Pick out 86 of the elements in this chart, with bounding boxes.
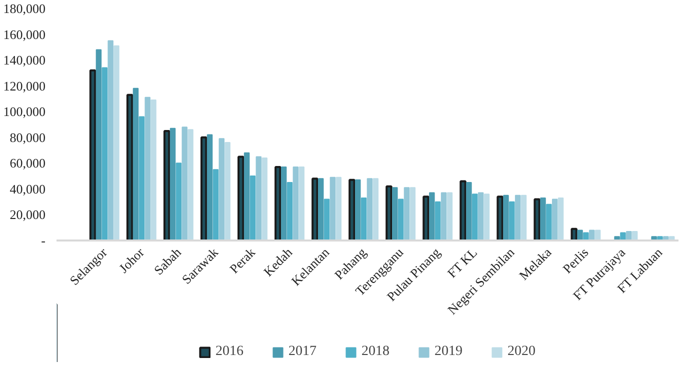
- bar: [256, 156, 262, 240]
- bar: [102, 67, 108, 240]
- bar: [626, 230, 632, 240]
- bar: [496, 196, 504, 240]
- bar: [200, 136, 208, 240]
- y-tick-label: -: [41, 233, 46, 248]
- bar: [620, 232, 626, 240]
- bar: [218, 138, 224, 240]
- bar: [577, 230, 583, 240]
- bar: [250, 176, 256, 240]
- bar: [312, 178, 318, 240]
- bar: [360, 197, 367, 240]
- bar: [478, 192, 484, 240]
- y-tick-label: 60,000: [10, 156, 46, 171]
- bar: [274, 166, 282, 240]
- bar: [150, 100, 156, 240]
- bar: [509, 201, 515, 240]
- bar: [484, 194, 490, 240]
- bar: [238, 156, 244, 240]
- bar: [422, 196, 430, 240]
- legend-label: 2017: [288, 344, 316, 360]
- bar: [182, 126, 188, 240]
- bar: [286, 182, 293, 240]
- bar: [460, 180, 466, 240]
- bar: [570, 228, 578, 240]
- bar: [398, 198, 404, 240]
- bar: [440, 192, 447, 240]
- bar: [206, 134, 213, 240]
- y-tick-label: 100,000: [3, 104, 46, 120]
- y-tick-label: 80,000: [10, 130, 46, 145]
- bar: [404, 187, 410, 240]
- bar: [138, 116, 145, 240]
- bar: [144, 96, 150, 240]
- bar: [212, 169, 219, 240]
- bar: [366, 178, 373, 240]
- bar: [583, 232, 589, 240]
- bar: [163, 130, 170, 240]
- y-tick-label: 180,000: [3, 1, 46, 16]
- bar: [355, 179, 361, 240]
- bar: [336, 176, 342, 240]
- bar: [262, 158, 268, 240]
- bar: [558, 197, 564, 240]
- bar: [588, 230, 595, 240]
- bar: [280, 166, 287, 240]
- y-tick-label: 160,000: [3, 26, 46, 42]
- bar: [410, 187, 416, 240]
- bar: [114, 45, 120, 240]
- bar: [392, 187, 398, 240]
- bar: [298, 166, 304, 240]
- bar: [429, 192, 435, 240]
- bar: [292, 166, 299, 240]
- bar: [132, 88, 139, 240]
- bar: [89, 69, 96, 240]
- bar: [188, 129, 194, 240]
- legend-label: 2018: [362, 344, 390, 360]
- bar: [324, 198, 330, 240]
- bar: [348, 178, 356, 240]
- bar: [108, 40, 114, 240]
- bar: [372, 178, 379, 240]
- y-tick-label: 40,000: [10, 181, 46, 196]
- bar: [534, 198, 540, 240]
- bar: [434, 201, 441, 240]
- bar: [552, 198, 558, 240]
- bar: [386, 185, 392, 240]
- bar: [318, 178, 324, 240]
- bar: [96, 49, 102, 240]
- legend-label: 2020: [508, 344, 536, 360]
- bar: [546, 204, 552, 240]
- bar: [503, 194, 509, 240]
- bar: [126, 94, 134, 240]
- bar: [520, 194, 527, 240]
- legend-label: 2016: [216, 344, 244, 360]
- bar: [244, 152, 250, 240]
- bar: [170, 128, 176, 240]
- legend-label: 2019: [434, 344, 462, 360]
- y-tick-label: 140,000: [3, 52, 46, 68]
- bar: [540, 197, 546, 240]
- bar: [446, 192, 453, 240]
- bar: [330, 176, 336, 240]
- bar: [176, 162, 182, 240]
- bar: [466, 182, 472, 240]
- y-tick-label: 20,000: [10, 207, 46, 222]
- bar: [224, 142, 230, 240]
- y-tick-label: 120,000: [3, 78, 46, 94]
- bar: [472, 194, 478, 240]
- bar: [514, 194, 521, 240]
